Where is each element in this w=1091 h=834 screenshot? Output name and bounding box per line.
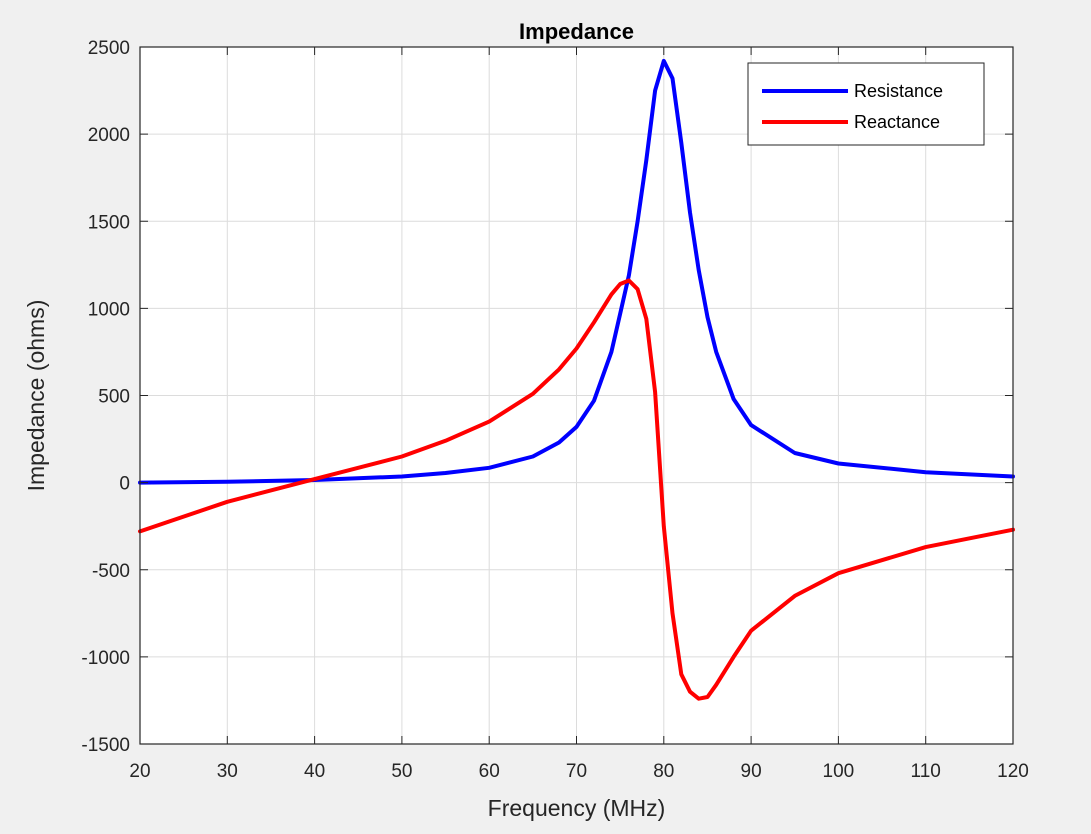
legend-label-reactance: Reactance [854,112,940,132]
x-axis-label: Frequency (MHz) [488,795,666,821]
x-tick-label: 30 [217,761,238,782]
x-tick-label: 100 [823,761,855,782]
series-layer [138,58,1015,701]
y-axis-label: Impedance (ohms) [23,300,49,492]
x-tick-label: 110 [911,761,941,782]
ticks [139,46,1014,745]
x-tick-label: 20 [129,761,150,782]
y-tick-label: 2000 [88,125,130,146]
x-tick-label: 60 [479,761,500,782]
legend: Resistance Reactance [747,62,985,146]
x-tick-label: 80 [653,761,674,782]
legend-entries: Resistance Reactance [762,81,943,132]
y-tick-label: 0 [119,474,130,495]
series-line-resistance [138,58,1015,485]
legend-box [747,62,985,146]
y-tick-label: 500 [98,387,130,408]
y-tick-label: 1000 [88,299,130,320]
y-tick-label: -500 [92,561,130,582]
x-tick-label: 70 [566,761,587,782]
legend-label-resistance: Resistance [854,81,943,101]
tick-labels: 20 30 40 50 60 70 80 90 100 110 120 -1500 -1000 -500 0… [81,38,1028,782]
chart-title: Impedance [519,19,634,44]
series-line-reactance [138,278,1015,701]
x-tick-label: 120 [997,761,1029,782]
x-tick-label: 50 [391,761,412,782]
x-tick-label: 90 [741,761,762,782]
x-tick-label: 40 [304,761,325,782]
y-tick-label: -1000 [81,648,130,669]
y-tick-label: -1500 [81,735,130,756]
y-tick-label: 1500 [88,212,130,233]
y-tick-label: 2500 [88,38,130,59]
